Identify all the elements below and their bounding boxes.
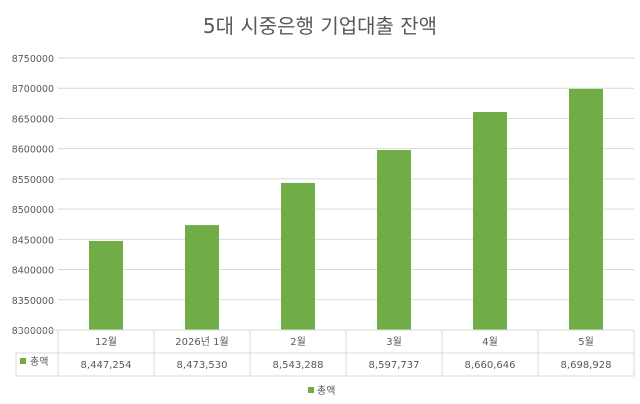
value-label: 8,597,737	[369, 360, 420, 371]
value-label: 8,660,646	[465, 360, 516, 371]
value-label: 8,543,288	[273, 360, 324, 371]
chart-title: 5대 시중은행 기업대출 잔액	[203, 14, 437, 38]
table-series-name: 총액	[30, 356, 48, 368]
y-tick-label: 8500000	[12, 205, 54, 216]
y-tick-label: 8350000	[12, 296, 54, 307]
category-label: 4월	[482, 336, 498, 348]
legend-label: 총액	[317, 385, 335, 397]
y-tick-label: 8600000	[12, 145, 54, 156]
table-series-key	[20, 358, 26, 364]
y-tick-label: 8750000	[12, 54, 54, 65]
category-label: 3월	[386, 336, 402, 348]
bar	[569, 88, 603, 331]
y-tick-label: 8650000	[12, 114, 54, 125]
y-tick-label: 8550000	[12, 175, 54, 186]
bars	[89, 88, 603, 331]
bar	[377, 150, 411, 330]
category-label: 2월	[290, 336, 306, 348]
legend-key	[308, 387, 314, 393]
legend: 총액	[308, 385, 335, 397]
data-table: 12월 8,447,254 2026년 1월 8,473,530 2월 8,543,288…	[15, 329, 635, 377]
category-label: 2026년 1월	[175, 336, 228, 348]
y-tick-label: 8700000	[12, 84, 54, 95]
value-label: 8,447,254	[81, 360, 132, 371]
y-tick-label: 8450000	[12, 235, 54, 246]
y-tick-label: 8300000	[12, 326, 54, 337]
value-label: 8,698,928	[561, 360, 612, 371]
bar	[185, 225, 219, 330]
category-label: 12월	[95, 336, 117, 348]
bar	[281, 182, 315, 330]
bar	[473, 112, 507, 331]
y-tick-label: 8400000	[12, 266, 54, 277]
value-label: 8,473,530	[177, 360, 228, 371]
category-label: 5월	[578, 336, 594, 348]
bar	[89, 240, 123, 330]
gridlines	[58, 57, 634, 331]
y-axis-ticks: 8300000 8350000 8400000 8450000 8500000 85500…	[12, 54, 54, 337]
